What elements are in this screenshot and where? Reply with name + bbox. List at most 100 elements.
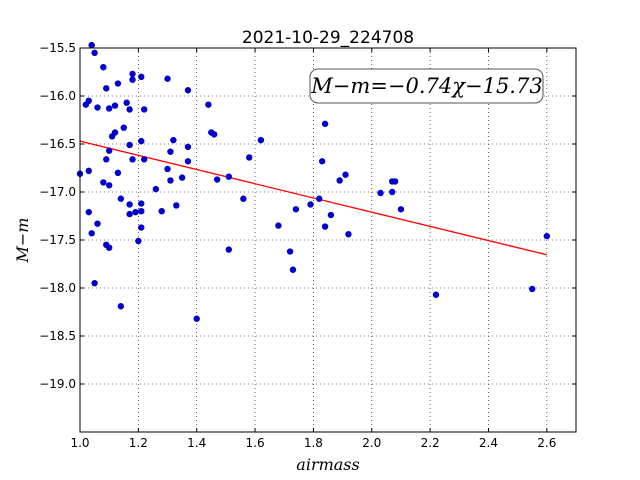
data-point bbox=[246, 154, 253, 161]
data-point bbox=[529, 285, 536, 293]
data-point bbox=[129, 70, 136, 78]
x-tick-label: 2.4 bbox=[479, 436, 498, 450]
data-point bbox=[138, 137, 145, 145]
x-tick-label: 2.2 bbox=[421, 436, 440, 450]
data-point bbox=[184, 87, 192, 94]
data-point bbox=[225, 246, 232, 253]
y-tick-label: −18.0 bbox=[39, 281, 76, 295]
data-point bbox=[275, 222, 282, 229]
x-tick-label: 2.0 bbox=[362, 436, 381, 450]
x-tick-label: 1.6 bbox=[246, 436, 265, 450]
data-point bbox=[138, 200, 145, 207]
data-point bbox=[289, 266, 297, 273]
chart-title: 2021-10-29_224708 bbox=[242, 28, 414, 48]
data-point bbox=[205, 101, 212, 108]
data-point bbox=[391, 178, 399, 185]
fit-equation-annotation: M−m=−0.74χ−15.73 bbox=[310, 74, 542, 98]
data-point bbox=[543, 232, 551, 240]
data-point bbox=[132, 208, 139, 216]
y-axis-label: M−m bbox=[13, 218, 32, 264]
data-point bbox=[316, 195, 323, 202]
data-point bbox=[336, 177, 343, 184]
data-point bbox=[85, 97, 92, 105]
data-point bbox=[138, 224, 145, 231]
data-point bbox=[126, 106, 133, 113]
data-point bbox=[123, 99, 130, 106]
data-point bbox=[85, 208, 92, 216]
data-point bbox=[225, 173, 232, 180]
data-point bbox=[100, 63, 107, 71]
data-point bbox=[117, 195, 125, 202]
data-point bbox=[397, 206, 405, 213]
data-point bbox=[213, 176, 221, 183]
ticks: 1.0 1.2 1.4 1.6 1.8 2.0 2.2 2.4 2.6 −15.5 −16.0 −16… bbox=[39, 41, 576, 450]
data-point bbox=[257, 136, 265, 144]
data-point bbox=[164, 75, 171, 82]
data-point bbox=[292, 206, 300, 213]
data-point bbox=[91, 280, 98, 287]
data-point bbox=[126, 141, 133, 149]
data-point bbox=[140, 106, 148, 113]
data-point bbox=[126, 201, 133, 208]
data-point bbox=[88, 230, 95, 237]
data-point bbox=[167, 148, 174, 155]
data-point bbox=[193, 315, 200, 322]
data-point bbox=[167, 177, 174, 184]
y-tick-label: −18.5 bbox=[39, 329, 76, 343]
x-tick-label: 1.2 bbox=[129, 436, 148, 450]
data-point bbox=[126, 210, 133, 218]
data-point bbox=[158, 208, 165, 215]
y-tick-label: −16.0 bbox=[39, 89, 76, 103]
y-tick-label: −16.5 bbox=[39, 137, 76, 151]
data-point bbox=[129, 76, 136, 83]
data-point bbox=[184, 143, 192, 151]
annotation-box bbox=[309, 68, 544, 104]
data-point bbox=[117, 303, 125, 310]
x-axis-label: airmass bbox=[296, 455, 359, 474]
data-point bbox=[184, 158, 192, 165]
data-point bbox=[178, 174, 186, 181]
data-point bbox=[432, 291, 440, 298]
data-point bbox=[91, 49, 98, 56]
data-point bbox=[114, 169, 122, 176]
data-point bbox=[103, 85, 110, 92]
data-point bbox=[120, 124, 127, 131]
data-point bbox=[286, 248, 294, 255]
data-point bbox=[342, 171, 349, 178]
data-point bbox=[135, 237, 142, 245]
data-point bbox=[129, 156, 136, 163]
data-point bbox=[211, 131, 218, 138]
data-point bbox=[170, 136, 177, 144]
data-point bbox=[111, 129, 119, 136]
data-point bbox=[103, 156, 110, 163]
data-point bbox=[105, 147, 113, 154]
y-tick-label: −17.5 bbox=[39, 233, 76, 247]
data-point bbox=[138, 208, 145, 215]
data-point bbox=[114, 80, 122, 87]
data-point bbox=[388, 188, 396, 196]
data-point bbox=[85, 167, 92, 175]
data-point bbox=[105, 105, 113, 112]
data-point bbox=[105, 244, 113, 251]
data-point bbox=[345, 231, 352, 238]
data-point bbox=[321, 223, 329, 230]
data-point bbox=[307, 201, 314, 208]
y-tick-label: −15.5 bbox=[39, 41, 76, 55]
data-point bbox=[152, 185, 160, 193]
x-tick-label: 2.6 bbox=[537, 436, 556, 450]
data-points bbox=[76, 41, 551, 322]
x-tick-label: 1.0 bbox=[70, 436, 89, 450]
data-point bbox=[94, 220, 101, 227]
fit-line bbox=[79, 140, 547, 256]
data-point bbox=[100, 179, 107, 186]
x-tick-label: 1.8 bbox=[304, 436, 323, 450]
data-point bbox=[88, 41, 95, 49]
data-point bbox=[105, 182, 113, 189]
data-point bbox=[111, 102, 119, 109]
data-point bbox=[377, 189, 384, 197]
data-point bbox=[327, 211, 335, 219]
data-point bbox=[94, 104, 101, 111]
data-point bbox=[321, 120, 329, 128]
y-tick-label: −19.0 bbox=[39, 377, 76, 391]
